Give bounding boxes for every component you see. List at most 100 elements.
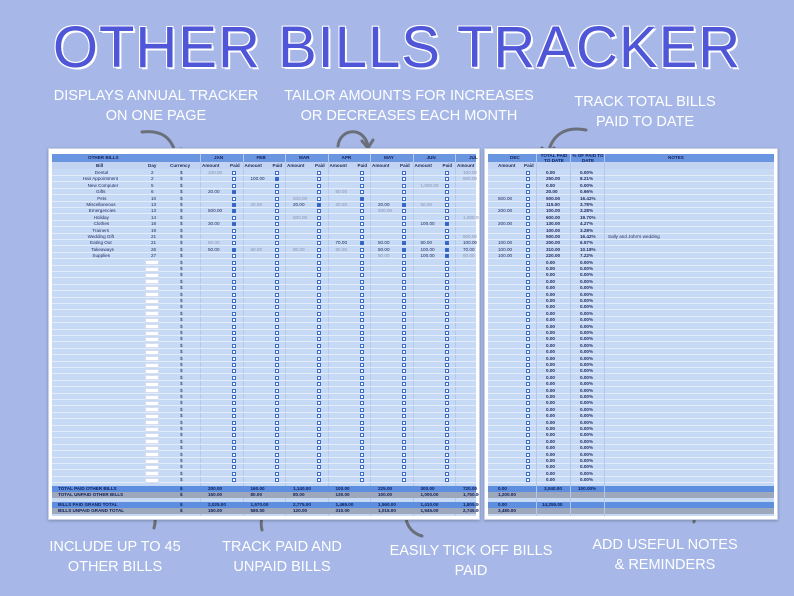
paid-checkbox[interactable] [359, 171, 364, 175]
bill-name[interactable]: Gifts [96, 189, 106, 195]
paid-checkbox[interactable] [232, 407, 236, 412]
paid-checkbox[interactable] [402, 324, 406, 329]
summary-grid[interactable]: DEC TOTAL PAID TO DATE % OF PAID TO DATE… [488, 153, 774, 516]
paid-checkbox[interactable] [232, 350, 236, 355]
paid-checkbox[interactable] [317, 247, 321, 252]
summary-row[interactable] [488, 368, 774, 375]
paid-checkbox[interactable] [402, 286, 406, 291]
paid-checkbox[interactable] [359, 465, 364, 470]
bill-name[interactable]: Miscellaneous [86, 202, 116, 207]
dec-paid-checkbox[interactable] [526, 286, 530, 291]
paid-checkbox[interactable] [317, 196, 321, 201]
paid-checkbox[interactable] [274, 382, 279, 387]
paid-checkbox[interactable] [359, 190, 364, 195]
paid-checkbox[interactable] [359, 452, 364, 457]
paid-checkbox[interactable] [402, 343, 406, 348]
paid-checkbox[interactable] [274, 331, 279, 335]
paid-checkbox[interactable] [444, 439, 449, 444]
day-cell[interactable] [145, 298, 159, 304]
paid-checkbox[interactable] [232, 401, 236, 406]
table-row[interactable] [52, 317, 476, 324]
dec-paid-checkbox[interactable] [526, 222, 530, 227]
day-cell[interactable] [145, 394, 159, 400]
paid-checkbox[interactable] [444, 196, 449, 201]
dec-paid-checkbox[interactable] [526, 196, 530, 201]
paid-checkbox[interactable] [317, 279, 321, 284]
dec-paid-checkbox[interactable] [526, 433, 530, 438]
day-cell[interactable] [145, 400, 159, 406]
paid-checkbox[interactable] [232, 279, 236, 284]
paid-checkbox[interactable] [444, 343, 449, 348]
amount-cell[interactable]: 100.00 [250, 176, 265, 182]
table-row[interactable] [52, 170, 476, 176]
paid-checkbox[interactable] [317, 324, 321, 329]
paid-checkbox[interactable] [444, 203, 449, 207]
paid-checkbox[interactable] [274, 433, 279, 438]
paid-checkbox[interactable] [317, 305, 321, 310]
paid-checkbox[interactable] [359, 388, 364, 393]
summary-row[interactable] [488, 208, 774, 215]
paid-checkbox[interactable] [402, 446, 406, 451]
amount-cell[interactable]: 100.00 [420, 246, 435, 252]
summary-row[interactable] [488, 317, 774, 324]
summary-row[interactable] [488, 388, 774, 394]
paid-checkbox[interactable] [274, 439, 279, 444]
paid-checkbox[interactable] [232, 215, 236, 220]
paid-checkbox[interactable] [402, 183, 406, 188]
bill-day[interactable]: 2 [151, 170, 154, 175]
paid-checkbox[interactable] [444, 471, 449, 476]
dec-paid-checkbox[interactable] [526, 439, 530, 444]
paid-checkbox[interactable] [402, 478, 406, 483]
table-row[interactable] [52, 240, 476, 247]
paid-checkbox[interactable] [274, 343, 279, 348]
paid-checkbox[interactable] [444, 407, 449, 412]
table-row[interactable] [52, 407, 476, 413]
table-row[interactable] [52, 298, 476, 304]
summary-row[interactable] [488, 253, 774, 260]
paid-checkbox[interactable] [359, 318, 364, 323]
amount-cell[interactable]: 50.00 [378, 253, 390, 259]
spreadsheet-main[interactable]: OTHER BILLS Bill Day Currency JAN Amount P… [48, 148, 480, 520]
paid-checkbox[interactable] [317, 465, 321, 470]
paid-checkbox[interactable] [317, 420, 321, 425]
paid-checkbox[interactable] [359, 183, 364, 188]
paid-checkbox[interactable] [359, 267, 364, 271]
paid-checkbox[interactable] [232, 363, 236, 367]
paid-checkbox[interactable] [402, 350, 406, 355]
summary-row[interactable] [488, 362, 774, 368]
day-cell[interactable] [145, 356, 159, 362]
paid-checkbox[interactable] [274, 395, 279, 399]
paid-checkbox[interactable] [402, 331, 406, 335]
amount-cell[interactable]: 50.00 [378, 240, 390, 246]
summary-row[interactable] [488, 445, 774, 452]
paid-checkbox[interactable] [444, 363, 449, 367]
paid-checkbox[interactable] [317, 241, 321, 246]
paid-checkbox[interactable] [274, 273, 279, 278]
paid-checkbox[interactable] [444, 222, 449, 227]
paid-checkbox[interactable] [274, 215, 279, 220]
table-row[interactable] [52, 388, 476, 394]
table-row[interactable] [52, 362, 476, 368]
paid-checkbox[interactable] [402, 279, 406, 284]
day-cell[interactable] [145, 285, 159, 291]
paid-checkbox[interactable] [232, 222, 236, 227]
paid-checkbox[interactable] [232, 203, 236, 207]
dec-paid-checkbox[interactable] [526, 241, 530, 246]
paid-checkbox[interactable] [359, 311, 364, 316]
paid-checkbox[interactable] [444, 299, 449, 303]
table-row[interactable] [52, 324, 476, 330]
paid-checkbox[interactable] [359, 209, 364, 214]
summary-row[interactable] [488, 477, 774, 484]
day-cell[interactable] [145, 439, 159, 445]
amount-cell[interactable]: 60.00 [463, 253, 475, 259]
paid-checkbox[interactable] [402, 318, 406, 323]
dec-paid-checkbox[interactable] [526, 452, 530, 457]
day-cell[interactable] [145, 279, 159, 285]
paid-checkbox[interactable] [232, 171, 236, 175]
paid-checkbox[interactable] [232, 228, 236, 233]
paid-checkbox[interactable] [317, 433, 321, 438]
day-cell[interactable] [145, 413, 159, 419]
paid-checkbox[interactable] [232, 478, 236, 483]
day-cell[interactable] [145, 343, 159, 349]
paid-checkbox[interactable] [274, 305, 279, 310]
